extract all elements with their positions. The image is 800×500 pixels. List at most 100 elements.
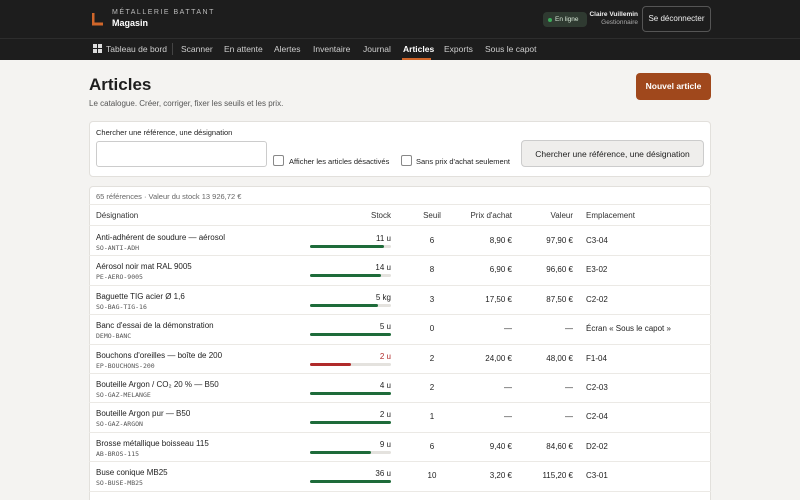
- stock: 14 u: [375, 263, 391, 273]
- status-text: En ligne: [555, 16, 579, 23]
- stock: 2 u: [379, 410, 391, 420]
- search-button[interactable]: Chercher une référence, une désignation: [521, 140, 704, 167]
- stock: 36 u: [375, 469, 391, 479]
- stock-bar: [310, 362, 351, 366]
- brand: MÉTALLERIE BATTANT: [112, 9, 215, 16]
- stock-value: 97,90 €: [546, 236, 573, 245]
- stock: 2 u: [379, 351, 391, 361]
- stock: 9 u: [379, 439, 391, 449]
- nav-item[interactable]: Tableau de bord: [106, 44, 167, 54]
- checkbox[interactable]: [401, 155, 412, 166]
- stock-value: 96,60 €: [546, 265, 573, 275]
- seuil: 3: [429, 294, 435, 304]
- stock-value: 87,50 €: [546, 294, 573, 304]
- article-name[interactable]: Aérosol noir mat RAL 9005: [96, 262, 192, 272]
- checkbox-label: Sans prix d'achat seulement: [416, 157, 510, 166]
- column-header: Seuil: [423, 211, 441, 220]
- article-name[interactable]: Bouchons d'oreilles — boîte de 200: [96, 350, 223, 360]
- location: F1-04: [586, 353, 607, 363]
- stock-bar: [310, 333, 391, 337]
- article-name[interactable]: Banc d'essai de la démonstration: [96, 321, 214, 331]
- logout-button[interactable]: Se déconnecter: [642, 6, 711, 32]
- article-code: SO-ANTI-ADH: [96, 244, 140, 252]
- logo: [92, 13, 103, 26]
- row-divider: [89, 204, 711, 205]
- column-header: Désignation: [96, 211, 139, 220]
- column-header: Emplacement: [586, 211, 635, 220]
- purchase-price: 17,50 €: [485, 294, 512, 304]
- seuil: 10: [427, 471, 437, 481]
- location: C3-01: [586, 471, 608, 481]
- checkbox-label: Afficher les articles désactivés: [289, 157, 390, 166]
- article-code: SO-GAZ-MELANGE: [96, 391, 151, 399]
- grid-icon: [93, 44, 102, 53]
- location: C2-04: [586, 412, 608, 422]
- nav-item[interactable]: Articles: [403, 44, 435, 54]
- nav-item[interactable]: Alertes: [274, 44, 301, 54]
- nav-underline: [402, 58, 431, 60]
- stock-bar: [310, 450, 371, 454]
- purchase-price: 9,40 €: [489, 441, 512, 451]
- column-header: Valeur: [550, 211, 573, 220]
- purchase-price: —: [504, 324, 512, 334]
- stock-bar: [310, 480, 391, 484]
- purchase-price: 24,00 €: [485, 353, 512, 363]
- location: C2-02: [586, 294, 608, 304]
- row-divider: [89, 402, 711, 404]
- row-divider: [89, 314, 711, 316]
- stock-bar: [310, 274, 381, 278]
- article-name[interactable]: Baguette TIG acier Ø 1,6: [96, 291, 185, 301]
- search-label: Chercher une référence, une désignation: [96, 128, 233, 137]
- nav-item[interactable]: Sous le capot: [485, 44, 537, 54]
- checkbox[interactable]: [273, 155, 284, 166]
- location: D2-02: [586, 441, 608, 451]
- article-code: PE-AERO-9005: [96, 273, 143, 282]
- article-name[interactable]: Buse conique MB25: [96, 468, 168, 478]
- stock-bar: [310, 392, 391, 395]
- article-name[interactable]: Anti-adhérent de soudure — aérosol: [96, 233, 225, 242]
- nav-item[interactable]: Journal: [363, 44, 391, 54]
- divider: [0, 38, 800, 39]
- status-dot: [548, 18, 552, 22]
- stock: 5 kg: [375, 292, 391, 302]
- purchase-price: —: [504, 412, 512, 422]
- row-divider: [89, 225, 711, 226]
- row-divider: [89, 343, 711, 345]
- article-name[interactable]: Bouteille Argon / CO₂ 20 % — B50: [96, 380, 219, 389]
- nav-item[interactable]: En attente: [224, 44, 263, 54]
- stock-value: —: [565, 383, 573, 392]
- article-code: EP-BOUCHONS-200: [96, 361, 155, 370]
- stock-bar: [310, 303, 378, 307]
- article-code: SO-BAG-TIG-16: [96, 302, 147, 311]
- stock: 11 u: [376, 234, 391, 243]
- stock-value: 84,60 €: [546, 441, 573, 451]
- location: Écran « Sous le capot »: [586, 324, 671, 334]
- user: Claire Vuillemin: [589, 11, 638, 18]
- location: C2-03: [586, 383, 608, 392]
- top-bar: MÉTALLERIE BATTANT Magasin En ligne Clai…: [0, 0, 800, 60]
- purchase-price: —: [504, 383, 512, 392]
- row-divider: [89, 255, 711, 257]
- page-subtitle: Le catalogue. Créer, corriger, fixer les…: [89, 99, 284, 108]
- seuil: 8: [429, 265, 435, 275]
- purchase-price: 3,20 €: [489, 471, 512, 481]
- stock: 4 u: [379, 381, 391, 390]
- search-input[interactable]: [96, 141, 267, 167]
- page-title: Articles: [89, 75, 152, 94]
- row-divider: [89, 461, 711, 463]
- new-article-button[interactable]: Nouvel article: [636, 73, 711, 100]
- article-name[interactable]: Bouteille Argon pur — B50: [96, 409, 191, 419]
- nav-item[interactable]: Exports: [444, 44, 473, 54]
- nav-item[interactable]: Inventaire: [313, 44, 351, 54]
- stock-track: [310, 362, 391, 366]
- seuil: 6: [429, 441, 435, 451]
- seuil: 2: [429, 353, 435, 363]
- purchase-price: 8,90 €: [489, 236, 512, 245]
- stock-bar: [310, 245, 385, 248]
- nav-sep: [172, 43, 173, 55]
- stock-value: 48,00 €: [546, 353, 573, 363]
- nav-item[interactable]: Scanner: [181, 44, 213, 54]
- article-name[interactable]: Brosse métallique boisseau 115: [96, 438, 209, 448]
- article-code: DEMO-BANC: [96, 332, 132, 341]
